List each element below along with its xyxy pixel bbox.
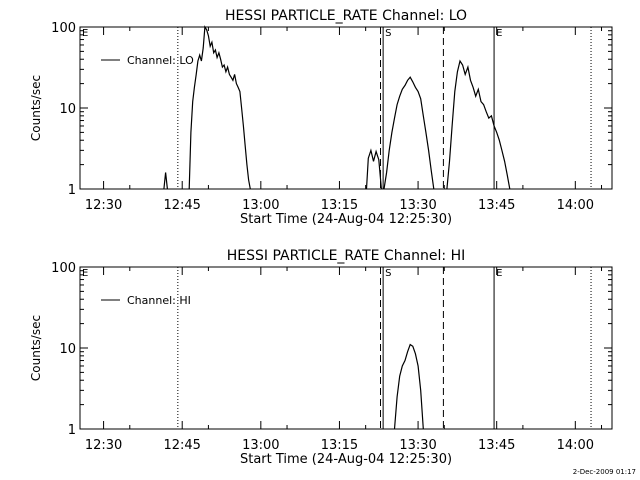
chart-1-x-tick-label: 13:15 bbox=[321, 438, 358, 453]
chart-0-series-line bbox=[188, 25, 251, 190]
chart-1-y-tick-label: 1 bbox=[68, 423, 76, 438]
chart-1-y-tick-label: 100 bbox=[51, 261, 76, 276]
chart-1-x-tick-label: 12:45 bbox=[163, 438, 200, 453]
chart-0-x-tick-label: 13:45 bbox=[478, 198, 515, 213]
chart-1-x-tick-label: 14:00 bbox=[557, 438, 594, 453]
chart-1-legend-label: Channel: HI bbox=[127, 294, 191, 307]
chart-0-legend-label: Channel: LO bbox=[127, 54, 194, 67]
chart-0-x-tick-label: 13:00 bbox=[242, 198, 279, 213]
chart-1-marker-label: E bbox=[82, 268, 88, 279]
chart-1-plot-frame bbox=[79, 266, 613, 430]
chart-0-x-tick-label: 13:15 bbox=[321, 198, 358, 213]
chart-0-series-line bbox=[163, 172, 168, 190]
chart-1-marker-label: E bbox=[496, 268, 502, 279]
chart-0-marker-label: S bbox=[385, 28, 391, 39]
chart-0-x-tick-label: 12:45 bbox=[163, 198, 200, 213]
chart-0-title: HESSI PARTICLE_RATE Channel: LO bbox=[225, 8, 467, 24]
chart-1-series-line bbox=[393, 343, 424, 430]
chart-1-x-tick-label: 13:30 bbox=[399, 438, 436, 453]
chart-0-y-tick-label: 100 bbox=[51, 21, 76, 36]
chart-panel-hi: HESSI PARTICLE_RATE Channel: HI 1 10 100 12:… bbox=[29, 248, 613, 467]
chart-0-series-line bbox=[365, 148, 382, 190]
chart-1-x-tick-label: 13:00 bbox=[242, 438, 279, 453]
chart-0-x-tick-label: 13:30 bbox=[399, 198, 436, 213]
chart-0-y-axis-label: Counts/sec bbox=[29, 75, 43, 141]
chart-1-x-axis-label: Start Time (24-Aug-04 12:25:30) bbox=[240, 452, 452, 467]
chart-0-series-line bbox=[446, 59, 511, 190]
chart-0-marker-label: E bbox=[496, 28, 502, 39]
chart-1-x-tick-label: 13:45 bbox=[478, 438, 515, 453]
chart-0-series-line bbox=[383, 76, 435, 190]
chart-1-title: HESSI PARTICLE_RATE Channel: HI bbox=[227, 248, 465, 264]
chart-0-marker-label: E bbox=[82, 28, 88, 39]
chart-0-x-axis-label: Start Time (24-Aug-04 12:25:30) bbox=[240, 212, 452, 227]
chart-1-x-tick-label: 12:30 bbox=[85, 438, 122, 453]
chart-1-marker-label: S bbox=[385, 268, 391, 279]
chart-0-x-tick-label: 14:00 bbox=[557, 198, 594, 213]
chart-1-y-tick-label: 10 bbox=[59, 342, 76, 357]
chart-0-x-tick-label: 12:30 bbox=[85, 198, 122, 213]
chart-0-y-tick-label: 10 bbox=[59, 102, 76, 117]
footer-timestamp: 2-Dec-2009 01:17 bbox=[573, 468, 636, 476]
chart-panel-lo: HESSI PARTICLE_RATE Channel: LO 1 10 100 12:… bbox=[29, 8, 613, 227]
chart-0-y-tick-label: 1 bbox=[68, 183, 76, 198]
chart-1-y-axis-label: Counts/sec bbox=[29, 315, 43, 381]
chart-0-plot-frame bbox=[79, 26, 613, 190]
